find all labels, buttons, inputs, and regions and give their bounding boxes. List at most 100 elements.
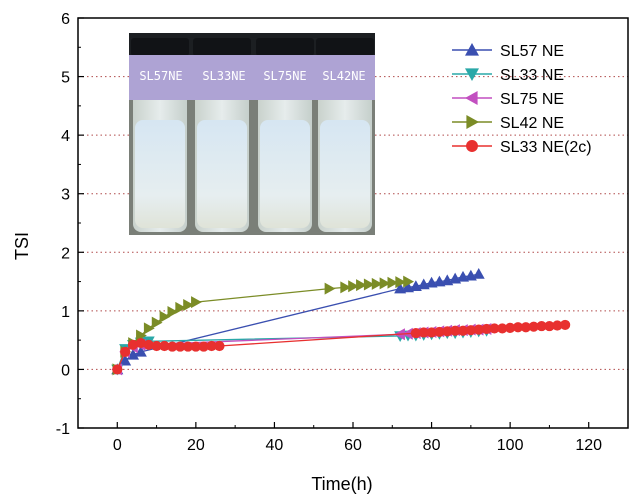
- data-point: [544, 320, 555, 332]
- vial-liquid: [320, 120, 370, 228]
- data-point: [120, 346, 131, 357]
- legend-marker: [465, 43, 479, 56]
- y-tick-label: 0: [61, 362, 70, 379]
- y-tick-label: 4: [61, 128, 70, 145]
- data-point: [151, 316, 163, 329]
- data-point: [426, 327, 437, 338]
- data-point: [167, 341, 178, 352]
- x-tick-label: 100: [497, 437, 524, 454]
- data-point: [191, 296, 202, 309]
- y-tick-label: 5: [61, 70, 70, 87]
- data-point: [175, 301, 187, 314]
- legend-label: SL42 NE: [500, 115, 564, 132]
- data-point: [214, 340, 225, 352]
- data-point: [183, 299, 194, 311]
- data-point: [119, 354, 132, 366]
- data-point: [363, 278, 375, 291]
- data-point: [418, 327, 429, 338]
- series-0: [111, 267, 485, 375]
- data-point: [560, 319, 571, 331]
- data-point: [497, 323, 508, 334]
- vial-liquid: [135, 120, 185, 228]
- data-point: [379, 277, 391, 290]
- legend-entry: SL57 NE: [452, 43, 564, 60]
- data-point: [112, 364, 123, 375]
- legend-label: SL75 NE: [500, 91, 564, 108]
- data-point: [473, 324, 484, 335]
- data-point: [159, 340, 170, 352]
- data-point: [324, 282, 336, 295]
- x-axis-title: Time(h): [311, 474, 372, 494]
- y-tick-label: 6: [61, 11, 70, 28]
- data-point: [450, 325, 461, 336]
- series-3: [112, 275, 414, 376]
- vial-liquid: [197, 120, 247, 228]
- vial-cap: [256, 38, 314, 56]
- vial-label: SL57NE: [139, 69, 182, 83]
- vial-cap: [131, 38, 189, 56]
- data-point: [206, 340, 217, 352]
- data-point: [505, 322, 516, 333]
- legend-entry: SL33 NE: [452, 67, 564, 84]
- data-point: [410, 328, 421, 339]
- legend-marker: [466, 140, 478, 152]
- legend-label: SL33 NE: [500, 67, 564, 84]
- legend-entry: SL33 NE(2c): [452, 139, 592, 156]
- data-point: [198, 341, 209, 352]
- series-layer: [111, 267, 571, 376]
- y-axis-title: TSI: [12, 232, 32, 260]
- series-line: [116, 280, 409, 370]
- legend: SL57 NE SL33 NE SL75 NE SL42 NE SL33 NE(2c): [452, 43, 592, 156]
- vial-label: SL42NE: [322, 69, 365, 83]
- legend-label: SL57 NE: [500, 43, 564, 60]
- x-tick-label: 40: [266, 437, 284, 454]
- x-tick-label: 120: [575, 437, 602, 454]
- data-point: [512, 322, 524, 333]
- data-point: [371, 277, 383, 290]
- data-point: [159, 310, 171, 323]
- y-tick-label: -1: [56, 421, 70, 438]
- data-point: [151, 340, 162, 352]
- data-point: [167, 306, 179, 319]
- data-point: [127, 339, 139, 350]
- data-point: [182, 341, 194, 352]
- data-point: [536, 320, 547, 332]
- legend-marker: [465, 68, 479, 81]
- vial-label: SL33NE: [202, 69, 245, 83]
- data-point: [520, 322, 531, 333]
- legend-entry: SL42 NE: [452, 115, 564, 132]
- legend-label: SL33 NE(2c): [500, 139, 592, 156]
- vial-label: SL75NE: [263, 69, 306, 83]
- y-tick-label: 2: [61, 245, 70, 262]
- data-point: [472, 267, 485, 279]
- x-tick-label: 0: [113, 437, 122, 454]
- y-tick-label: 1: [61, 304, 70, 321]
- data-point: [387, 276, 399, 289]
- inset-photo: SL57NE SL33NE SL75NE SL42NE: [129, 33, 375, 235]
- vial-liquid: [260, 120, 310, 228]
- data-point: [356, 279, 367, 292]
- data-point: [457, 325, 469, 336]
- legend-marker: [465, 91, 478, 105]
- data-point: [134, 345, 147, 357]
- data-point: [340, 281, 352, 294]
- x-tick-label: 80: [423, 437, 441, 454]
- x-tick-label: 60: [344, 437, 362, 454]
- vial-cap: [316, 38, 374, 56]
- data-point: [143, 339, 154, 350]
- y-tick-label: 3: [61, 187, 70, 204]
- legend-marker: [466, 115, 479, 129]
- data-point: [135, 337, 146, 349]
- data-point: [528, 321, 539, 332]
- series-4: [112, 319, 571, 375]
- data-point: [395, 276, 407, 289]
- data-point: [190, 341, 201, 352]
- data-point: [348, 280, 359, 293]
- data-point: [127, 348, 139, 360]
- legend-entry: SL75 NE: [452, 91, 564, 108]
- data-point: [465, 325, 476, 336]
- vial-cap: [193, 38, 251, 56]
- data-point: [143, 322, 155, 335]
